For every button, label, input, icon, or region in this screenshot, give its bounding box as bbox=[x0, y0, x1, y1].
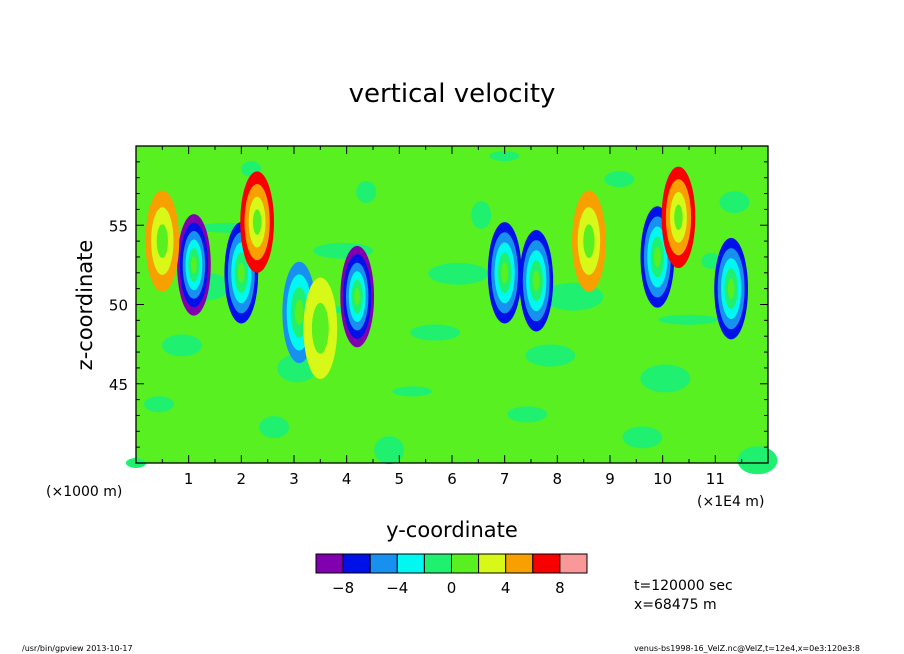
x-tick-label: 6 bbox=[447, 470, 457, 488]
x-tick-label: 9 bbox=[605, 470, 615, 488]
field-patch bbox=[428, 262, 489, 285]
field-contour bbox=[156, 224, 168, 259]
x-tick-label: 5 bbox=[395, 470, 405, 488]
field-contour bbox=[295, 299, 304, 326]
field-patch bbox=[489, 151, 520, 162]
field-patch bbox=[277, 354, 318, 383]
x-tick-label: 2 bbox=[237, 470, 247, 488]
time-label: t=120000 sec bbox=[634, 578, 733, 594]
field-contour bbox=[583, 224, 595, 259]
x-unit-right: (×1E4 m) bbox=[697, 494, 764, 510]
footer-right: venus-bs1998-16_VelZ.nc@VelZ,t=12e4,x=0e… bbox=[634, 644, 860, 653]
x-tick-label: 3 bbox=[289, 470, 299, 488]
field-contour bbox=[727, 278, 735, 299]
colorbar-cell bbox=[369, 553, 398, 574]
footer-left: /usr/bin/gpview 2013-10-17 bbox=[22, 644, 133, 653]
x-unit-left: (×1000 m) bbox=[46, 484, 122, 500]
x-tick-label: 7 bbox=[500, 470, 510, 488]
colorbar-cell bbox=[315, 553, 344, 574]
field-patch bbox=[162, 334, 203, 357]
colorbar: −8 −4 0 4 8 bbox=[315, 553, 588, 597]
field-patch bbox=[410, 324, 461, 341]
y-tick-label: 55 bbox=[109, 217, 128, 235]
field-contour bbox=[237, 262, 245, 283]
colorbar-cell bbox=[505, 553, 534, 574]
x-tick-label: 8 bbox=[553, 470, 563, 488]
x-axis-label: y-coordinate bbox=[386, 518, 518, 542]
x-axis: 1 2 3 4 5 6 7 8 9 10 11 bbox=[161, 146, 743, 488]
plot-area bbox=[126, 145, 778, 475]
field-patch bbox=[640, 364, 691, 393]
velocity-field bbox=[126, 151, 778, 475]
y-tick-label: 50 bbox=[109, 297, 128, 315]
position-label: x=68475 m bbox=[634, 597, 717, 613]
field-patch bbox=[356, 180, 377, 203]
field-contour bbox=[674, 204, 683, 231]
colorbar-tick-label: 8 bbox=[555, 579, 565, 597]
field-contour bbox=[191, 256, 197, 274]
chart-title: vertical velocity bbox=[349, 79, 556, 109]
field-patch bbox=[604, 171, 635, 188]
colorbar-cell bbox=[559, 553, 588, 574]
field-contour bbox=[654, 246, 661, 268]
x-tick-label: 1 bbox=[184, 470, 194, 488]
field-patch bbox=[525, 344, 576, 367]
field-patch bbox=[471, 200, 492, 229]
colorbar-tick-label: 0 bbox=[447, 579, 457, 597]
colorbar-tick-label: −8 bbox=[332, 579, 354, 597]
field-contour bbox=[252, 209, 262, 235]
y-axis: 45 50 55 bbox=[109, 161, 768, 448]
x-tick-label: 11 bbox=[706, 470, 725, 488]
field-patch bbox=[259, 416, 290, 439]
colorbar-tick-label: −4 bbox=[386, 579, 408, 597]
colorbar-cell bbox=[423, 553, 452, 574]
colorbar-tick-label: 4 bbox=[501, 579, 511, 597]
field-contour bbox=[311, 302, 329, 354]
field-patch bbox=[392, 386, 433, 397]
field-contour bbox=[532, 270, 540, 291]
x-tick-label: 10 bbox=[653, 470, 672, 488]
y-tick-label: 45 bbox=[109, 376, 128, 394]
field-patch bbox=[144, 396, 175, 413]
colorbar-cell bbox=[478, 553, 507, 574]
y-axis-label: z-coordinate bbox=[73, 240, 97, 371]
field-patch bbox=[719, 191, 750, 214]
colorbar-cell bbox=[451, 553, 480, 574]
field-patch bbox=[622, 426, 663, 449]
colorbar-cell bbox=[532, 553, 561, 574]
field-patch bbox=[737, 446, 778, 475]
field-patch bbox=[658, 314, 719, 325]
field-contour bbox=[501, 262, 509, 283]
field-contour bbox=[354, 288, 361, 306]
colorbar-cell bbox=[396, 553, 425, 574]
field-patch bbox=[507, 406, 548, 423]
field-patch bbox=[374, 436, 405, 465]
x-tick-label: 4 bbox=[342, 470, 352, 488]
colorbar-cell bbox=[342, 553, 371, 574]
